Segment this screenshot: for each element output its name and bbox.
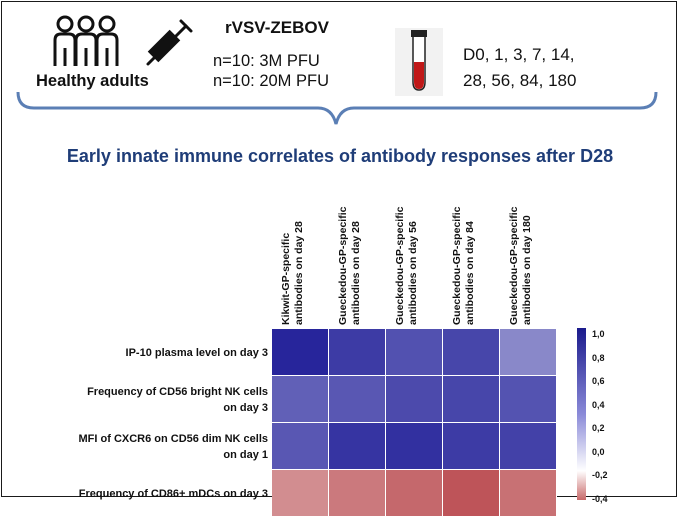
colorbar-tick: 0,4: [592, 399, 605, 410]
timepoints-line-1: D0, 1, 3, 7, 14,: [463, 45, 575, 64]
column-label-line: antibodies on day 28: [293, 221, 305, 325]
heatmap-cell: [386, 470, 443, 517]
heatmap-cell: [500, 423, 557, 470]
colorbar-tick: -0,4: [592, 493, 608, 504]
row-label-line: on day 1: [223, 448, 268, 461]
heatmap-cell: [272, 470, 329, 517]
colorbar-tick: 0,6: [592, 376, 605, 386]
timepoints-line-2: 28, 56, 84, 180: [463, 71, 577, 90]
dose-group-1: n=10: 3M PFU: [213, 52, 320, 70]
figure-title: Early innate immune correlates of antibo…: [66, 146, 614, 166]
heatmap-cell: [500, 376, 557, 423]
bracket: [16, 91, 658, 125]
heatmap-cell: [500, 470, 557, 517]
people-icon: [53, 15, 119, 66]
heatmap-cell: [443, 470, 500, 517]
row-label-line: IP-10 plasma level on day 3: [125, 346, 268, 359]
blood-tube-icon: [395, 28, 443, 96]
column-label: Gueckedou-GP-specific antibodies on day 5…: [394, 207, 420, 325]
row-label-line: MFI of CXCR6 on CD56 dim NK cells: [78, 432, 268, 445]
heatmap-cell: [386, 329, 443, 376]
row-label-line: Frequency of CD86+ mDCs on day 3: [78, 487, 268, 500]
heatmap-cell: [272, 423, 329, 470]
column-label-line: antibodies on day 84: [464, 221, 476, 325]
heatmap-cell: [329, 329, 386, 376]
column-label-line: antibodies on day 56: [407, 221, 419, 325]
heatmap-cell: [386, 423, 443, 470]
row-label: MFI of CXCR6 on CD56 dim NK cells on day …: [79, 431, 268, 463]
colorbar-tick: 0,2: [592, 423, 605, 433]
row-label: IP-10 plasma level on day 3: [126, 345, 268, 361]
column-label: Gueckedou-GP-specific antibodies on day 1…: [508, 207, 534, 325]
column-label: Gueckedou-GP-specific antibodies on day 8…: [451, 207, 477, 325]
column-label-line: Gueckedou-GP-specific: [337, 206, 349, 325]
heatmap-cell: [272, 376, 329, 423]
vaccine-name: rVSV-ZEBOV: [225, 18, 329, 37]
row-label-line: on day 3: [223, 401, 268, 414]
colorbar-tick: 1,0: [592, 329, 605, 339]
row-label: Frequency of CD56 bright NK cells on day …: [87, 384, 268, 416]
participants-label: Healthy adults: [36, 72, 149, 90]
heatmap-cell: [443, 376, 500, 423]
column-label-line: antibodies on day 180: [521, 215, 533, 325]
graphics-layer: [16, 15, 658, 500]
syringe-icon: [146, 19, 193, 66]
colorbar: [577, 328, 586, 500]
heatmap-cell: [443, 423, 500, 470]
heatmap-cell: [443, 329, 500, 376]
dose-group-2: n=10: 20M PFU: [213, 72, 330, 90]
heatmap-cell: [500, 329, 557, 376]
row-label-line: Frequency of CD56 bright NK cells: [87, 385, 268, 398]
heatmap-cell: [329, 470, 386, 517]
column-label-line: Gueckedou-GP-specific: [451, 206, 463, 325]
column-label: Gueckedou-GP-specific antibodies on day 2…: [337, 207, 363, 325]
row-label: Frequency of CD86+ mDCs on day 3: [79, 486, 268, 502]
column-label: Kikwit-GP-specific antibodies on day 28: [280, 221, 306, 325]
column-label-line: antibodies on day 28: [350, 221, 362, 325]
heatmap-cell: [272, 329, 329, 376]
column-label-line: Gueckedou-GP-specific: [394, 206, 406, 325]
column-label-line: Kikwit-GP-specific: [280, 232, 292, 325]
heatmap-cell: [329, 376, 386, 423]
colorbar-tick: 0,0: [592, 446, 605, 457]
heatmap-cell: [329, 423, 386, 470]
heatmap-cell: [386, 376, 443, 423]
colorbar-tick: 0,8: [592, 352, 605, 363]
column-label-line: Gueckedou-GP-specific: [508, 206, 520, 325]
colorbar-tick: -0,2: [592, 470, 608, 480]
